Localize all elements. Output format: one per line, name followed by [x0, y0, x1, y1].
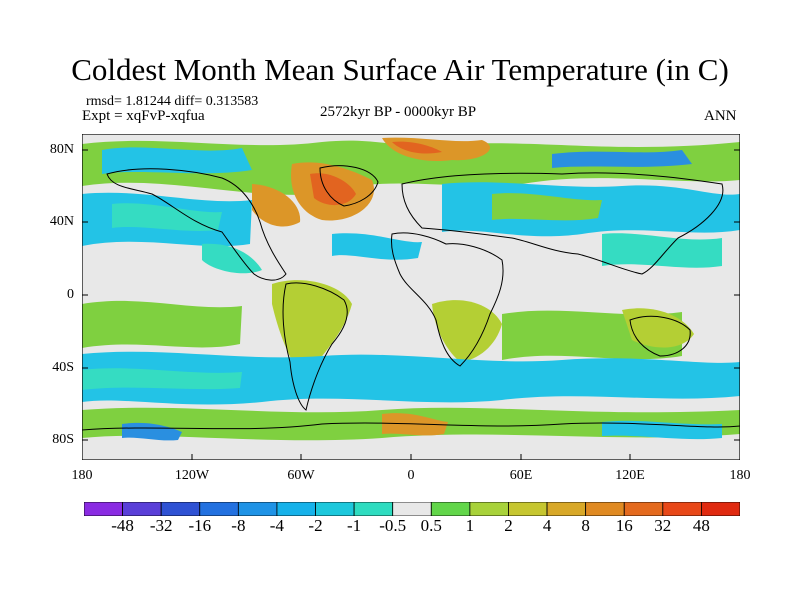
- colorbar-label: 2: [504, 516, 513, 535]
- lon-label-180-west: 180: [71, 468, 93, 483]
- colorbar-label: 32: [654, 516, 672, 535]
- colorbar-swatch: [662, 502, 702, 516]
- colorbar-label: -16: [188, 516, 212, 535]
- lon-label-120e: 120E: [615, 468, 645, 483]
- colorbar-label: 48: [692, 516, 710, 535]
- lon-label-60e: 60E: [509, 468, 533, 483]
- africa-yellow-green: [432, 300, 502, 362]
- period-label: 2572kyr BP - 0000kyr BP: [320, 104, 477, 120]
- temperature-map: [82, 134, 740, 460]
- colorbar-swatch: [122, 502, 162, 516]
- antarctic-blue: [122, 422, 182, 441]
- lat-label-80n: 80N: [49, 142, 74, 157]
- colorbar-swatch: [315, 502, 355, 516]
- south-america-coast: [282, 282, 348, 411]
- colorbar-label: -8: [231, 516, 246, 535]
- lat-label-equator: 0: [67, 287, 74, 302]
- west-pacific-teal: [602, 233, 722, 268]
- antarctica-coast: [82, 422, 740, 431]
- colorbar-swatch: [508, 502, 548, 516]
- colorbar-label: 1: [465, 516, 475, 535]
- colorbar-label: -0.5: [379, 516, 407, 535]
- north-atlantic-cyan: [332, 233, 422, 260]
- lat-label-80s: 80S: [52, 432, 74, 447]
- colorbar-swatch: [237, 502, 278, 516]
- southern-ocean-cyan: [82, 351, 740, 405]
- south-pacific-green: [82, 300, 242, 348]
- scandinavia-red: [392, 141, 442, 154]
- statistics-line: rmsd= 1.81244 diff= 0.313583: [86, 94, 259, 109]
- colorbar-swatch: [430, 502, 471, 516]
- east-antarctic-cyan: [602, 420, 722, 440]
- eurasia-coast: [401, 172, 724, 275]
- lon-label-180-east: 180: [729, 468, 751, 483]
- lon-label-120w: 120W: [174, 468, 210, 483]
- colorbar-swatch: [546, 502, 587, 516]
- colorbar-swatch: [84, 502, 123, 516]
- lat-label-40n: 40N: [49, 214, 74, 229]
- hudson-orange: [252, 184, 301, 227]
- colorbar-label: -2: [308, 516, 323, 535]
- colorbar-label: 4: [542, 516, 552, 535]
- colorbar-swatch: [469, 502, 509, 516]
- colorbar-swatch: [623, 502, 664, 516]
- colorbar-swatch: [353, 502, 394, 516]
- siberia-cyan-patch: [102, 147, 252, 174]
- africa-coast: [391, 232, 504, 367]
- colorbar-label: 0.5: [420, 516, 442, 535]
- greenland-coast: [319, 165, 379, 207]
- lon-label-60w: 60W: [287, 468, 315, 483]
- colorbar: [84, 502, 740, 516]
- axis-ticks: [82, 149, 740, 460]
- east-siberia-blue: [552, 150, 692, 168]
- colorbar-label: -32: [149, 516, 173, 535]
- colorbar-swatch: [392, 502, 432, 516]
- season-label: ANN: [704, 108, 737, 124]
- colorbar-label: 8: [581, 516, 590, 535]
- experiment-label: Expt = xqFvP-xqfua: [82, 108, 205, 124]
- colorbar-swatch: [160, 502, 201, 516]
- north-america-coast: [106, 168, 287, 281]
- central-asia-green: [492, 193, 602, 221]
- lon-label-0: 0: [407, 468, 415, 483]
- map-title: Coldest Month Mean Surface Air Temperatu…: [71, 52, 729, 87]
- colorbar-label: -1: [347, 516, 362, 535]
- south-america-yellow-green: [272, 280, 352, 380]
- colorbar-swatch: [701, 502, 740, 516]
- north-pacific-teal: [112, 203, 222, 231]
- colorbar-swatch: [276, 502, 316, 516]
- australia-coast: [629, 315, 691, 357]
- lat-label-40s: 40S: [52, 360, 74, 375]
- colorbar-label: -4: [269, 516, 284, 535]
- southern-ocean-teal: [82, 368, 242, 390]
- coastlines: [82, 165, 740, 431]
- australia-yellow-green: [622, 308, 694, 348]
- colorbar-swatch: [199, 502, 239, 516]
- colorbar-label: -48: [111, 516, 134, 535]
- colorbar-label: 16: [615, 516, 633, 535]
- colorbar-swatch: [585, 502, 625, 516]
